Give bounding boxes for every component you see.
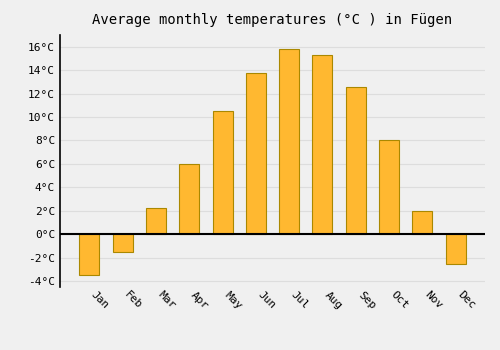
Bar: [412, 211, 432, 234]
Bar: [80, 234, 100, 275]
Bar: [112, 234, 132, 252]
Bar: [146, 209, 166, 234]
Bar: [379, 140, 399, 234]
Bar: [346, 86, 366, 234]
Bar: [179, 164, 199, 234]
Bar: [279, 49, 299, 234]
Bar: [312, 55, 332, 234]
Bar: [246, 72, 266, 234]
Bar: [446, 234, 466, 264]
Bar: [212, 111, 233, 234]
Title: Average monthly temperatures (°C ) in Fügen: Average monthly temperatures (°C ) in Fü…: [92, 13, 452, 27]
